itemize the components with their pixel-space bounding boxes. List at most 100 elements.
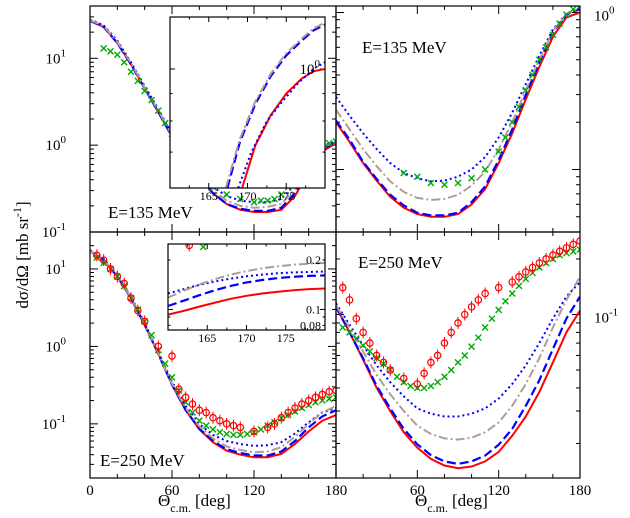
data-point-x bbox=[318, 397, 326, 405]
data-point-x bbox=[325, 139, 333, 147]
series-line-brown-dashdot bbox=[90, 250, 336, 454]
data-point-circle bbox=[134, 306, 142, 315]
data-point-circle bbox=[569, 240, 578, 249]
data-point-circle bbox=[106, 265, 115, 273]
data-point-circle bbox=[270, 420, 279, 428]
y-tick-label: 0.1 bbox=[306, 302, 321, 316]
data-point-circle bbox=[494, 283, 503, 292]
data-point-x bbox=[454, 358, 462, 366]
data-point-x bbox=[447, 366, 455, 374]
data-point-x bbox=[332, 138, 336, 146]
data-point-circle bbox=[413, 380, 422, 388]
data-point-circle bbox=[562, 243, 571, 252]
data-point-circle bbox=[535, 259, 544, 267]
data-point-circle bbox=[372, 351, 381, 360]
data-point-circle bbox=[555, 247, 564, 256]
data-point-x bbox=[202, 422, 210, 430]
data-point-x bbox=[236, 195, 244, 203]
data-point-circle bbox=[474, 296, 483, 304]
data-point-x bbox=[522, 275, 530, 283]
y-tick-label: 0.2 bbox=[306, 253, 321, 267]
y-tick-label: 100 bbox=[46, 335, 67, 355]
panel-bottom-left-inset: 0.08 0.1 0.2 165 170 175 bbox=[167, 243, 326, 345]
data-point-x bbox=[569, 247, 577, 255]
data-point-x bbox=[189, 409, 196, 417]
data-point-circle bbox=[93, 251, 101, 260]
data-point-x bbox=[569, 6, 577, 13]
data-point-circle bbox=[366, 339, 374, 347]
data-point-circle bbox=[304, 396, 313, 405]
panels: 10-1 100 101 E=135 MeV 100 165 170 175 100 E=135 … bbox=[42, 4, 618, 499]
panel-top-left-inset: 100 165 170 175 bbox=[169, 16, 326, 203]
data-point-circle bbox=[460, 310, 469, 319]
series-line-blue-dashed bbox=[226, 23, 325, 188]
data-point-x bbox=[576, 246, 580, 254]
data-point-x bbox=[556, 20, 564, 28]
data-point-x bbox=[522, 86, 530, 94]
inset-background bbox=[170, 17, 325, 188]
y-tick-label: 100 bbox=[46, 134, 67, 154]
data-point-circle bbox=[311, 393, 320, 402]
data-point-x bbox=[427, 179, 435, 187]
data-point-x bbox=[257, 425, 265, 433]
x-tick-label: 120 bbox=[487, 483, 510, 499]
data-point-x bbox=[461, 351, 469, 359]
data-point-circle bbox=[427, 358, 435, 367]
data-point-circle bbox=[188, 400, 197, 408]
data-point-x bbox=[508, 118, 516, 126]
data-point-x bbox=[209, 425, 217, 433]
data-point-x bbox=[325, 395, 333, 403]
x-tick-label: 60 bbox=[410, 483, 425, 499]
series-line-blue-dashed bbox=[90, 250, 336, 457]
panel-top-right: 100 E=135 MeV bbox=[335, 4, 615, 233]
data-point-circle bbox=[542, 255, 550, 263]
data-point-x bbox=[154, 107, 162, 115]
axes-frame bbox=[167, 243, 326, 331]
data-point-x bbox=[359, 341, 367, 349]
series-line-brown-dashdot bbox=[336, 276, 580, 441]
x-tick-label: 170 bbox=[239, 189, 257, 203]
data-point-circle bbox=[209, 413, 217, 422]
x-tick-label: 165 bbox=[200, 189, 218, 203]
data-point-x bbox=[216, 428, 224, 436]
data-point-circle bbox=[420, 369, 428, 378]
data-point-circle bbox=[195, 406, 204, 415]
data-point-circle bbox=[521, 268, 530, 276]
series-line-red-solid bbox=[336, 306, 580, 470]
data-point-circle bbox=[515, 273, 523, 281]
series-line-blue-dotted bbox=[90, 249, 336, 447]
data-point-x bbox=[515, 103, 523, 111]
data-point-circle bbox=[508, 278, 517, 286]
data-point-circle bbox=[379, 358, 388, 367]
data-point-x bbox=[413, 173, 421, 181]
series-line-blue-dotted bbox=[336, 7, 580, 183]
axes-frame bbox=[169, 16, 326, 189]
data-point-circle bbox=[481, 289, 489, 298]
series-line-brown-dashdot bbox=[90, 19, 336, 209]
series-group bbox=[336, 6, 580, 218]
data-point-x bbox=[161, 119, 169, 127]
data-point-x bbox=[400, 169, 408, 177]
data-point-circle bbox=[263, 423, 272, 432]
data-point-circle bbox=[433, 351, 442, 360]
data-point-x bbox=[434, 378, 442, 386]
data-point-circle bbox=[325, 387, 333, 396]
energy-label: E=135 MeV bbox=[108, 203, 193, 222]
series-line-blue-dashed bbox=[336, 296, 580, 466]
data-point-x bbox=[277, 191, 285, 199]
data-point-circle bbox=[318, 390, 327, 399]
data-point-x bbox=[199, 244, 207, 251]
series-line-blue-dotted bbox=[168, 270, 325, 295]
data-point-x bbox=[107, 47, 114, 55]
y-tick-label: 100 bbox=[300, 58, 321, 78]
data-point-x bbox=[120, 58, 128, 66]
data-point-x bbox=[264, 197, 272, 205]
data-point-circle bbox=[99, 256, 108, 264]
data-point-x bbox=[393, 373, 401, 381]
data-point-x bbox=[515, 282, 523, 290]
series-group bbox=[90, 249, 336, 459]
data-point-x bbox=[339, 324, 347, 332]
x-tick-label: 170 bbox=[238, 331, 256, 345]
data-point-circle bbox=[181, 393, 190, 402]
